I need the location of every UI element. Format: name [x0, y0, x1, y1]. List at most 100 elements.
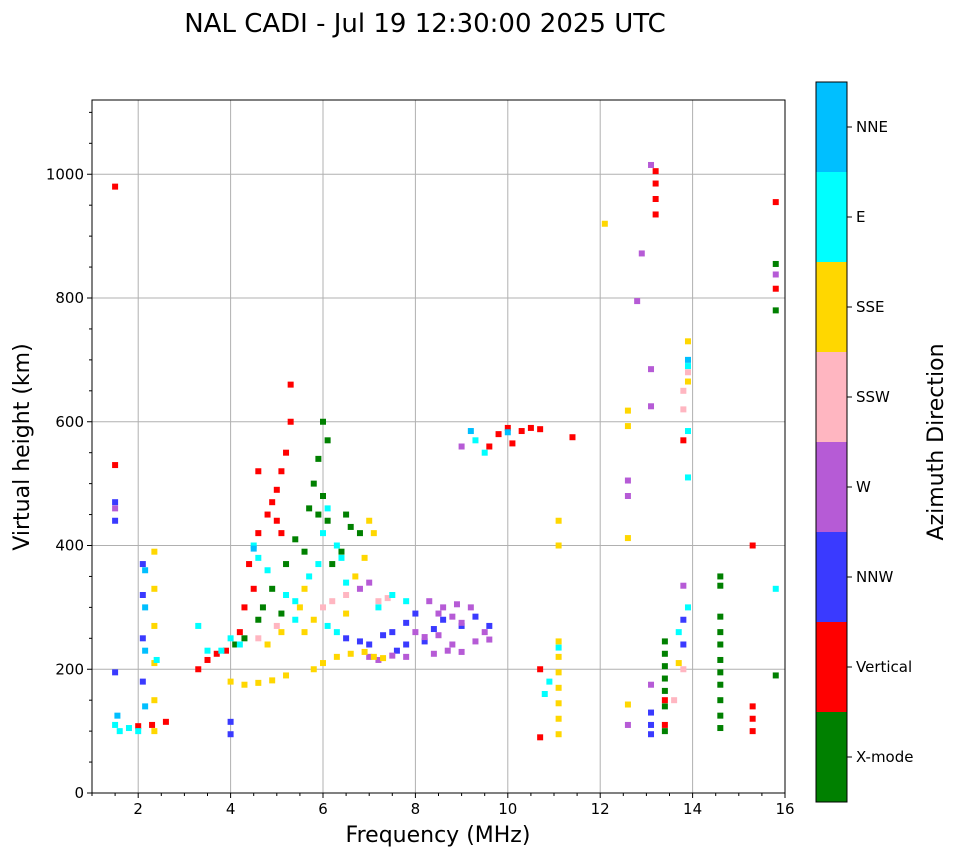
data-point — [717, 725, 724, 732]
data-point — [278, 468, 285, 475]
series-w — [112, 161, 779, 728]
data-point — [435, 632, 442, 639]
data-point — [652, 168, 659, 175]
data-point — [749, 542, 756, 549]
data-point — [255, 616, 262, 623]
data-point — [749, 715, 756, 722]
data-point — [661, 675, 668, 682]
data-point — [310, 480, 317, 487]
data-point — [555, 517, 562, 524]
plot-background — [92, 100, 785, 793]
series-x-mode — [232, 260, 779, 735]
data-point — [684, 604, 691, 611]
data-point — [624, 477, 631, 484]
data-point — [227, 635, 234, 642]
colorbar-tick-label: E — [856, 208, 865, 226]
data-point — [440, 604, 447, 611]
data-point — [283, 449, 290, 456]
data-point — [384, 595, 391, 602]
data-point — [343, 592, 350, 598]
y-tick-label: 400 — [55, 537, 84, 555]
data-point — [241, 681, 248, 688]
data-point — [638, 250, 645, 257]
data-point — [717, 641, 724, 648]
data-point — [486, 443, 493, 450]
data-point — [661, 728, 668, 735]
data-point — [444, 647, 451, 654]
data-point — [250, 585, 257, 592]
series-nne — [114, 356, 691, 719]
data-point — [320, 418, 326, 425]
data-point — [324, 437, 331, 444]
data-point — [301, 629, 308, 636]
data-point — [356, 530, 363, 537]
x-tick-label: 2 — [133, 800, 143, 818]
data-point — [222, 647, 229, 654]
data-point — [449, 641, 456, 648]
data-point — [269, 585, 276, 592]
data-point — [467, 604, 474, 611]
data-point — [453, 601, 460, 608]
data-point — [680, 616, 687, 623]
data-point — [661, 721, 668, 728]
data-point — [151, 697, 158, 704]
data-point — [435, 610, 442, 617]
data-point — [772, 285, 779, 292]
data-point — [652, 196, 659, 202]
data-point — [142, 703, 149, 710]
data-point — [343, 635, 350, 642]
data-point — [151, 622, 158, 629]
data-point — [255, 679, 262, 686]
data-point — [139, 678, 146, 685]
data-point — [333, 653, 340, 660]
data-point — [652, 180, 659, 187]
data-point — [537, 734, 544, 741]
colorbar-label: Azimuth Direction — [924, 343, 949, 540]
data-point — [151, 548, 158, 555]
data-point — [393, 647, 400, 654]
data-point — [338, 554, 345, 561]
data-point — [375, 656, 382, 663]
data-point — [675, 660, 682, 667]
data-point — [347, 523, 354, 530]
data-point — [264, 567, 271, 574]
data-point — [749, 703, 756, 710]
data-point — [389, 652, 396, 659]
data-point — [624, 423, 631, 430]
data-point — [684, 369, 691, 376]
data-point — [114, 712, 121, 719]
data-point — [555, 653, 562, 660]
data-point — [458, 622, 465, 629]
data-point — [772, 260, 779, 267]
data-point — [320, 604, 326, 611]
data-point — [195, 666, 202, 673]
x-tick-label: 4 — [226, 800, 236, 818]
plot-area: 2 4 6 8 10 12 14 16 0 200 400 600 800 1000 — [46, 99, 795, 818]
data-point — [329, 598, 336, 605]
data-point — [343, 511, 350, 518]
data-point — [717, 656, 724, 663]
data-point — [717, 681, 724, 688]
data-point — [306, 505, 313, 512]
data-point — [555, 542, 562, 549]
data-point — [366, 641, 373, 648]
data-point — [537, 426, 544, 433]
data-point — [772, 307, 779, 314]
data-point — [772, 672, 779, 679]
data-point — [717, 573, 724, 580]
data-point — [264, 641, 271, 648]
data-point — [680, 666, 687, 673]
data-point — [320, 493, 326, 499]
data-point — [259, 604, 266, 611]
data-point — [269, 499, 276, 506]
data-point — [661, 650, 668, 657]
colorbar-segment — [816, 622, 847, 712]
data-point — [680, 406, 687, 413]
data-point — [241, 604, 248, 611]
data-point — [684, 363, 691, 370]
data-point — [301, 585, 308, 592]
data-point — [370, 653, 377, 660]
data-point — [204, 656, 211, 663]
data-point — [555, 644, 562, 651]
data-point — [112, 505, 119, 512]
